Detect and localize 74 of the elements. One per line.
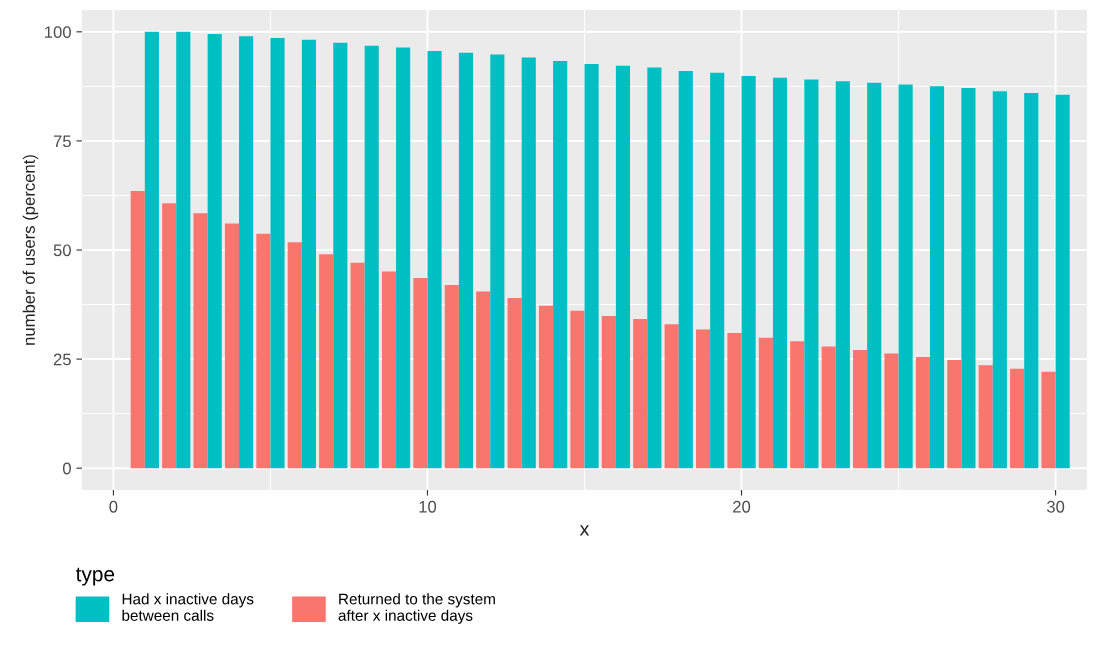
x-tick-label: 20 (733, 500, 751, 513)
bar (538, 305, 554, 469)
bar (898, 84, 913, 469)
bar (710, 72, 725, 469)
bar (507, 298, 522, 469)
bar (458, 52, 474, 469)
bar (364, 45, 379, 469)
bar (287, 242, 302, 469)
bar (570, 310, 585, 469)
bar (413, 277, 428, 469)
bar (884, 353, 899, 469)
y-tick-label: 50 (53, 244, 71, 257)
bar (1055, 94, 1070, 469)
bar (821, 346, 836, 469)
bar (521, 57, 536, 469)
bar (270, 37, 285, 469)
bar (256, 233, 271, 469)
bar (490, 54, 505, 469)
bar (396, 47, 411, 469)
bar (695, 329, 711, 469)
bar (947, 359, 962, 469)
bar (301, 39, 316, 469)
bar (176, 31, 191, 469)
bar (584, 64, 599, 469)
bar (207, 34, 222, 469)
bar (790, 341, 805, 469)
bar (1024, 92, 1039, 469)
bar (961, 88, 976, 469)
bar (647, 67, 662, 469)
bar (333, 42, 348, 469)
bar (727, 332, 742, 469)
x-tick-label: 30 (1046, 500, 1065, 513)
bar (741, 75, 756, 469)
bar (978, 365, 993, 469)
bar (992, 91, 1007, 469)
bar (835, 81, 850, 469)
bar (553, 61, 568, 469)
bar (1010, 368, 1025, 469)
bar (853, 349, 868, 469)
x-tick-label: 10 (419, 500, 437, 513)
legend-label: Had x inactive days between calls (122, 593, 254, 621)
bar (915, 356, 930, 469)
bar (381, 271, 397, 469)
bar (427, 51, 442, 469)
bar (804, 79, 819, 469)
bar (1041, 371, 1056, 469)
y-tick-label: 25 (53, 353, 71, 366)
bar (193, 213, 208, 469)
legend-title: type (75, 567, 115, 586)
x-axis-title: x (579, 525, 590, 536)
bar (350, 262, 365, 469)
bar (633, 318, 648, 469)
y-tick-label: 0 (62, 462, 71, 475)
x-tick-label: 0 (109, 500, 118, 513)
y-tick-label: 100 (45, 26, 71, 39)
bar (678, 71, 693, 469)
bar (929, 86, 945, 469)
bar (476, 291, 491, 469)
bar (444, 284, 459, 469)
y-axis-title: number of users (percent) (22, 155, 39, 345)
y-tick-label: 75 (53, 135, 71, 148)
bar (144, 31, 159, 469)
bar (601, 315, 616, 469)
bar (130, 191, 145, 469)
bar (758, 337, 773, 469)
legend-label: Returned to the system after x inactive days (338, 593, 495, 624)
bar (239, 36, 254, 469)
bar (615, 65, 631, 469)
bar (867, 82, 882, 469)
bar (319, 254, 334, 469)
bar (664, 324, 679, 469)
bar (772, 77, 788, 469)
bar (224, 223, 240, 469)
bar (162, 203, 177, 469)
